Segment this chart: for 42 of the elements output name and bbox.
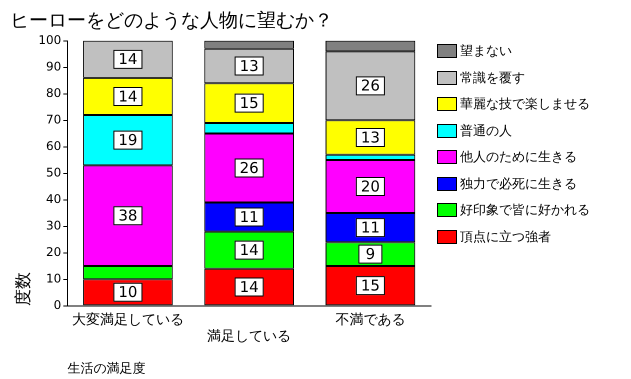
data-label: 38 bbox=[118, 206, 138, 225]
data-label: 20 bbox=[360, 177, 380, 196]
x-tick-label: 不満である bbox=[335, 312, 406, 328]
data-label: 26 bbox=[360, 76, 380, 95]
x-tick-label: 大変満足している bbox=[72, 312, 184, 328]
x-tick-label: 満足している bbox=[207, 328, 292, 345]
data-label: 14 bbox=[240, 241, 259, 260]
y-tick-label: 60 bbox=[46, 138, 62, 153]
y-tick-label: 10 bbox=[46, 271, 62, 286]
data-label: 19 bbox=[118, 131, 138, 150]
data-label: 26 bbox=[240, 158, 259, 177]
legend-label: 独力で必死に生きる bbox=[460, 176, 577, 193]
y-axis-title: 度数 bbox=[14, 272, 34, 306]
y-tick-label: 50 bbox=[46, 165, 62, 180]
data-label: 11 bbox=[360, 218, 380, 237]
x-axis-title: 生活の満足度 bbox=[67, 360, 146, 377]
y-tick-label: 100 bbox=[38, 32, 62, 47]
data-label: 14 bbox=[118, 87, 138, 106]
data-label: 9 bbox=[366, 245, 376, 264]
legend-label: 望まない bbox=[460, 43, 512, 60]
data-label: 13 bbox=[240, 56, 259, 75]
chart-title: ヒーローをどのような人物に望むか？ bbox=[10, 9, 333, 32]
data-label: 11 bbox=[240, 208, 259, 226]
legend-label: 好印象で皆に好かれる bbox=[460, 202, 590, 220]
data-label: 10 bbox=[118, 283, 138, 302]
data-label: 14 bbox=[240, 278, 259, 296]
y-tick-label: 70 bbox=[46, 112, 62, 126]
y-tick-label: 20 bbox=[46, 244, 62, 259]
y-tick-label: 40 bbox=[46, 192, 62, 206]
legend-label: 常識を覆す bbox=[460, 70, 525, 87]
legend-label: 頂点に立つ強者 bbox=[460, 228, 551, 246]
legend-label: 華麗な技で楽しませる bbox=[460, 96, 590, 114]
y-tick-label: 90 bbox=[46, 59, 62, 74]
y-tick-label: 80 bbox=[46, 86, 62, 100]
y-tick-label: 30 bbox=[46, 218, 62, 232]
data-label: 15 bbox=[360, 276, 380, 295]
data-label: 14 bbox=[118, 50, 138, 68]
y-tick-label: 0 bbox=[54, 298, 62, 312]
legend-label: 他人のために生きる bbox=[460, 149, 577, 166]
data-label: 13 bbox=[360, 128, 380, 146]
data-label: 15 bbox=[240, 94, 259, 112]
legend-label: 普通の人 bbox=[460, 122, 512, 140]
